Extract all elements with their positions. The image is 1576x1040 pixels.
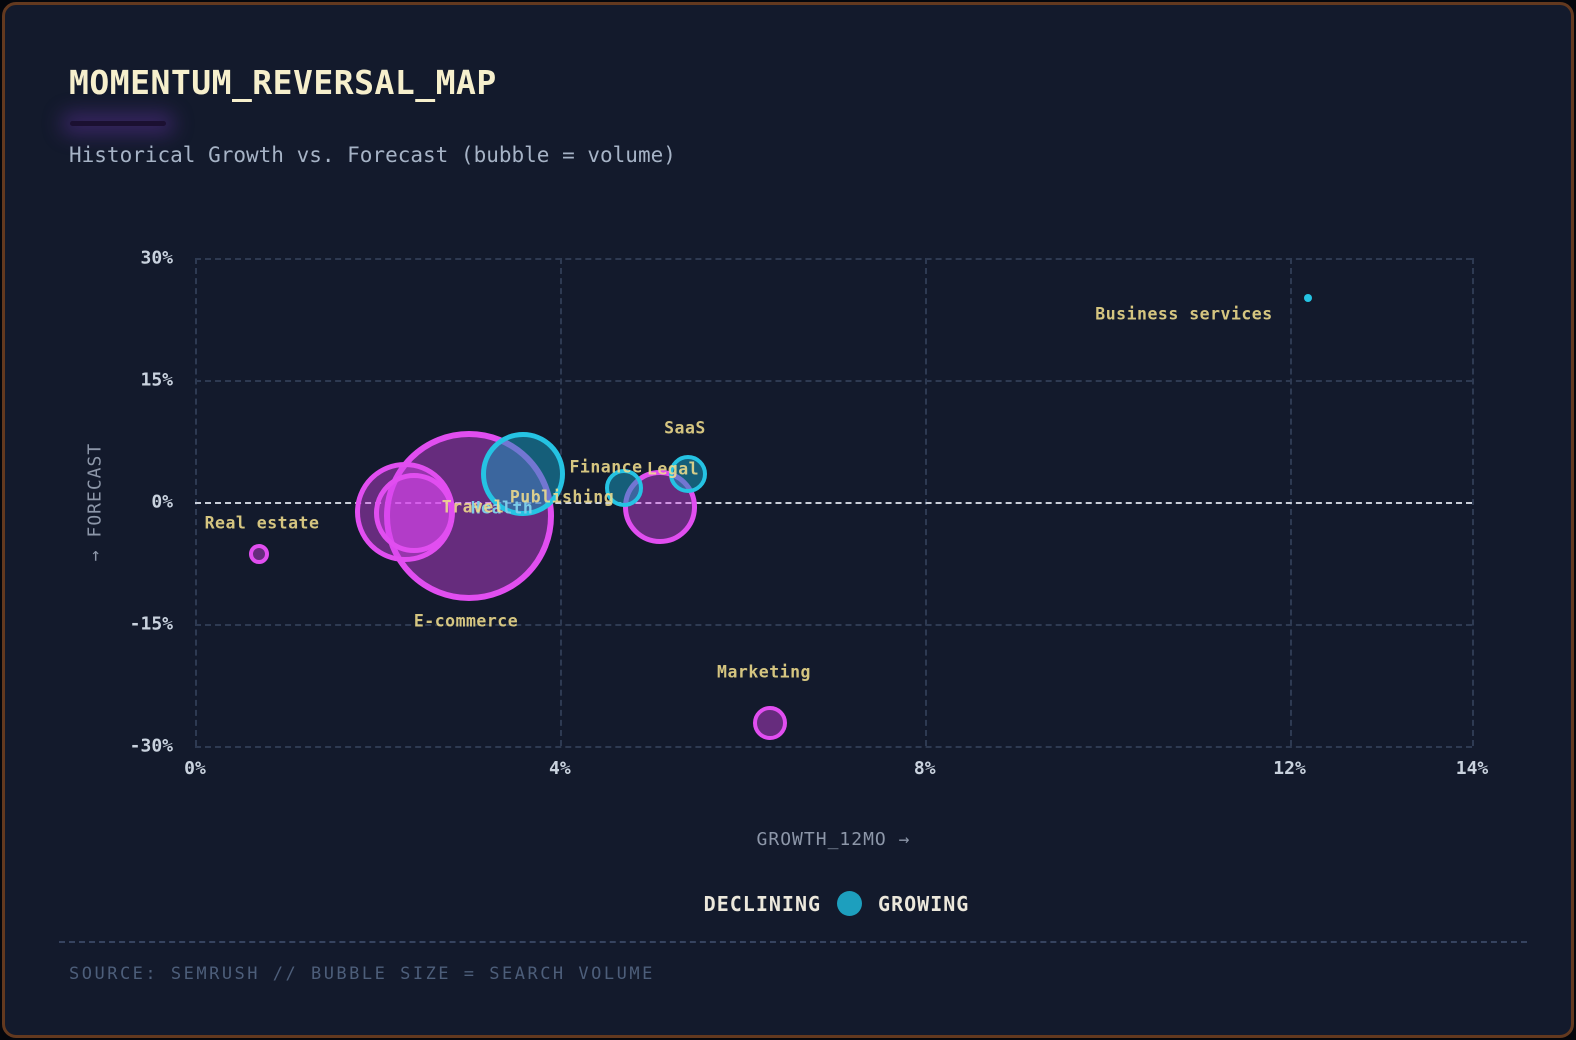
bubble-label-legal: Legal [646, 459, 700, 479]
chart-subtitle: Historical Growth vs. Forecast (bubble =… [69, 143, 676, 167]
bubble-label-real-estate: Real estate [204, 513, 320, 533]
bubble-label-saas: SaaS [664, 418, 706, 438]
chart-legend: DECLINING GROWING [5, 891, 1576, 916]
title-underline-glow [70, 121, 166, 126]
y-tick-15%: 15% [140, 369, 173, 391]
source-note: SOURCE: SEMRUSH // BUBBLE SIZE = SEARCH … [69, 964, 655, 984]
x-tick-12%: 12% [1273, 758, 1306, 779]
y-tick--30%: -30% [129, 735, 173, 757]
legend-label-declining: DECLINING [703, 891, 822, 916]
gridline-horizontal-15% [195, 380, 1472, 382]
bubble-publishing[interactable] [373, 473, 454, 554]
bubble-label-health: Health [470, 498, 534, 518]
legend-swatch-growing [837, 891, 863, 916]
y-tick-30%: 30% [140, 247, 173, 269]
bubble-chart-plot-area: 0% 4% 8% 12% 14% 30% 15% 0% -15% -30% Health E-comm… [130, 248, 1489, 780]
legend-label-growing: GROWING [878, 891, 970, 916]
bubble-business-services[interactable] [1303, 293, 1312, 302]
bubble-marketing[interactable] [752, 706, 787, 741]
bubble-real-estate[interactable] [248, 544, 269, 565]
bubble-label-marketing: Marketing [717, 662, 811, 682]
bubble-label-business-services: Business services [1095, 304, 1273, 324]
footer-separator [59, 941, 1527, 943]
x-tick-0%: 0% [184, 758, 206, 779]
legend-item-growing[interactable]: GROWING [837, 891, 969, 916]
gridline-vertical-14% [1472, 258, 1474, 746]
bubble-label-finance: Finance [569, 457, 643, 477]
y-axis-title: → FORECAST [84, 442, 106, 562]
bubble-label-publishing: Publishing [509, 487, 615, 507]
legend-item-declining[interactable]: DECLINING [663, 891, 821, 916]
page-title: MOMENTUM_REVERSAL_MAP [69, 63, 497, 102]
x-tick-8%: 8% [913, 758, 936, 779]
legend-swatch-declining [663, 891, 688, 916]
bubble-label-e-commerce: E-commerce [413, 611, 519, 631]
bubble-label-travel: Travel [441, 497, 505, 517]
x-tick-14%: 14% [1455, 758, 1489, 779]
gridline-horizontal--30% [195, 746, 1472, 748]
y-tick-0%: 0% [151, 491, 173, 513]
zero-baseline [195, 502, 1472, 504]
bubble-saas[interactable] [668, 454, 707, 493]
y-tick--15%: -15% [129, 613, 173, 635]
gridline-horizontal--15% [195, 624, 1472, 626]
gridline-horizontal-30% [195, 258, 1472, 260]
x-axis-title: GROWTH_12MO → [756, 829, 911, 850]
bubble-finance[interactable] [604, 469, 643, 508]
x-tick-4%: 4% [549, 758, 571, 779]
bubble-health[interactable] [481, 431, 566, 516]
